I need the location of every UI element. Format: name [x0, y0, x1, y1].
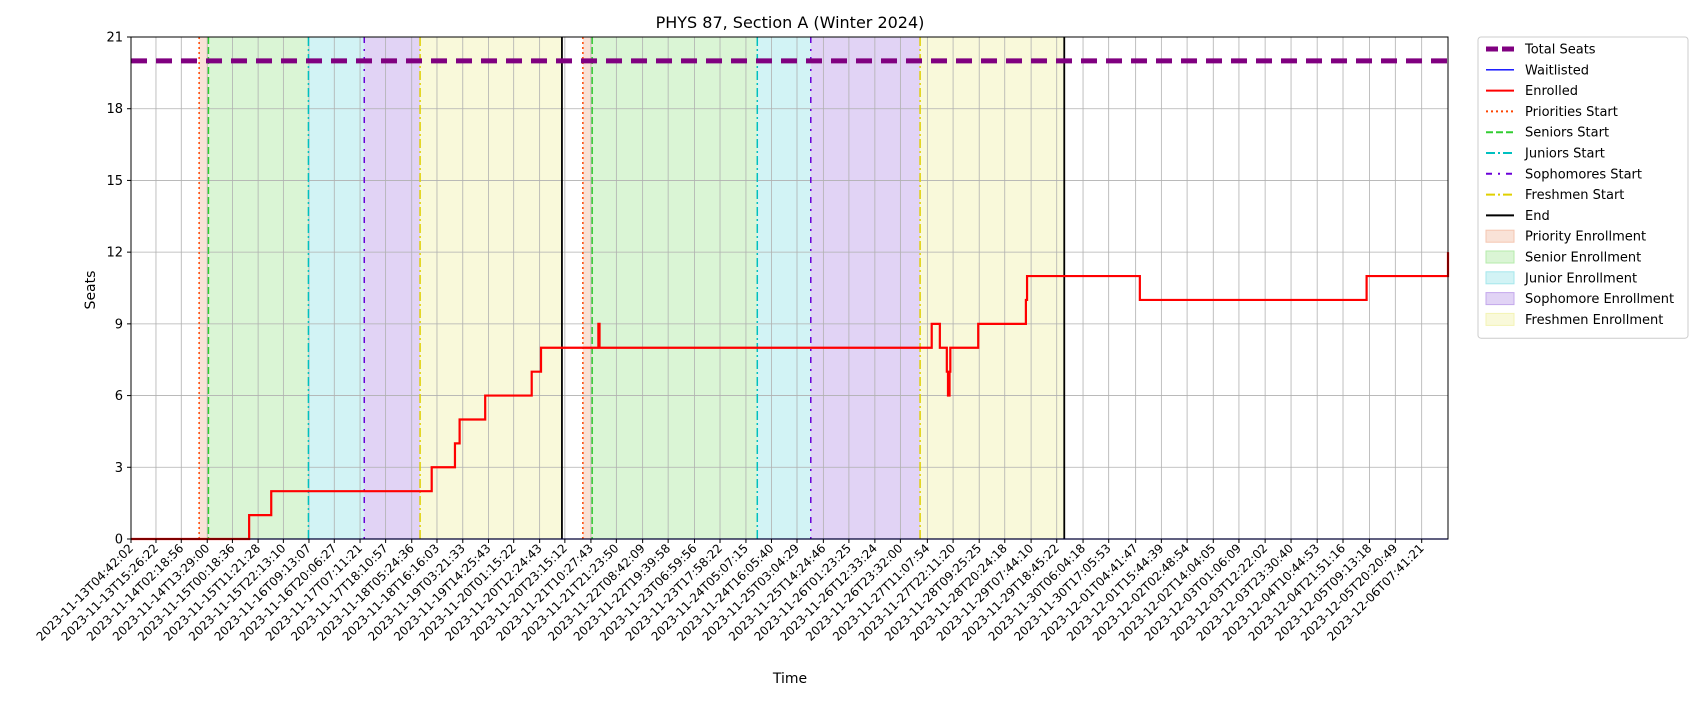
band-freshmen-enrollment: [920, 37, 1065, 539]
band-senior-enrollment: [592, 37, 758, 539]
legend-box: [1477, 36, 1689, 339]
legend-swatch-junior-enrollment: [1485, 271, 1515, 285]
band-sophomore-enrollment: [810, 37, 921, 539]
x-axis-label: Time: [772, 671, 807, 687]
y-tick-label: 9: [115, 317, 123, 332]
band-priority-enrollment: [199, 37, 209, 539]
legend-label-junior-enrollment: Junior Enrollment: [1524, 271, 1637, 286]
legend-swatch-sophomore-enrollment: [1485, 292, 1515, 306]
legend-swatch-senior-enrollment: [1485, 250, 1515, 264]
legend-label-end: End: [1525, 209, 1550, 224]
legend-swatch-freshmen-enrollment: [1485, 312, 1515, 326]
legend-label-freshmen-enrollment: Freshmen Enrollment: [1525, 313, 1663, 328]
grid-lines: [130, 36, 1448, 540]
y-tick-label: 6: [115, 389, 123, 404]
series-enrolled: [131, 252, 1450, 541]
y-tick-label: 0: [115, 533, 123, 548]
legend-label-waitlisted: Waitlisted: [1525, 63, 1589, 78]
legend-label-senior-enrollment: Senior Enrollment: [1525, 251, 1641, 266]
y-axis-label: Seats: [83, 271, 99, 310]
legend-label-sophomores-start: Sophomores Start: [1525, 167, 1642, 182]
legend-label-total-seats: Total Seats: [1524, 43, 1596, 58]
plot-frame: [130, 36, 1449, 540]
legend-label-seniors-start: Seniors Start: [1525, 126, 1609, 141]
legend-label-enrolled: Enrolled: [1525, 84, 1578, 99]
legend: Total Seats Waitlisted Enrolled Priorities …: [1477, 36, 1689, 339]
y-tick-label: 3: [115, 461, 123, 476]
legend-label-priority-enrollment: Priority Enrollment: [1525, 230, 1646, 245]
legend-swatch-priority-enrollment: [1485, 229, 1515, 243]
legend-label-juniors-start: Juniors Start: [1524, 147, 1605, 162]
legend-label-sophomore-enrollment: Sophomore Enrollment: [1525, 292, 1674, 307]
y-tick-label: 12: [106, 246, 123, 261]
enrollment-bands: [199, 37, 1065, 539]
band-junior-enrollment: [757, 37, 811, 539]
y-tick-label: 21: [106, 31, 123, 46]
band-priority-enrollment: [582, 37, 593, 539]
band-freshmen-enrollment: [420, 37, 562, 539]
y-tick-label: 15: [106, 174, 123, 189]
legend-label-priorities-start: Priorities Start: [1525, 105, 1618, 120]
band-junior-enrollment: [308, 37, 365, 539]
band-sophomore-enrollment: [364, 37, 421, 539]
phase-lines: [198, 37, 1066, 539]
y-tick-label: 18: [106, 102, 123, 117]
legend-label-freshmen-start: Freshmen Start: [1525, 188, 1624, 203]
chart-title: PHYS 87, Section A (Winter 2024): [656, 13, 925, 32]
